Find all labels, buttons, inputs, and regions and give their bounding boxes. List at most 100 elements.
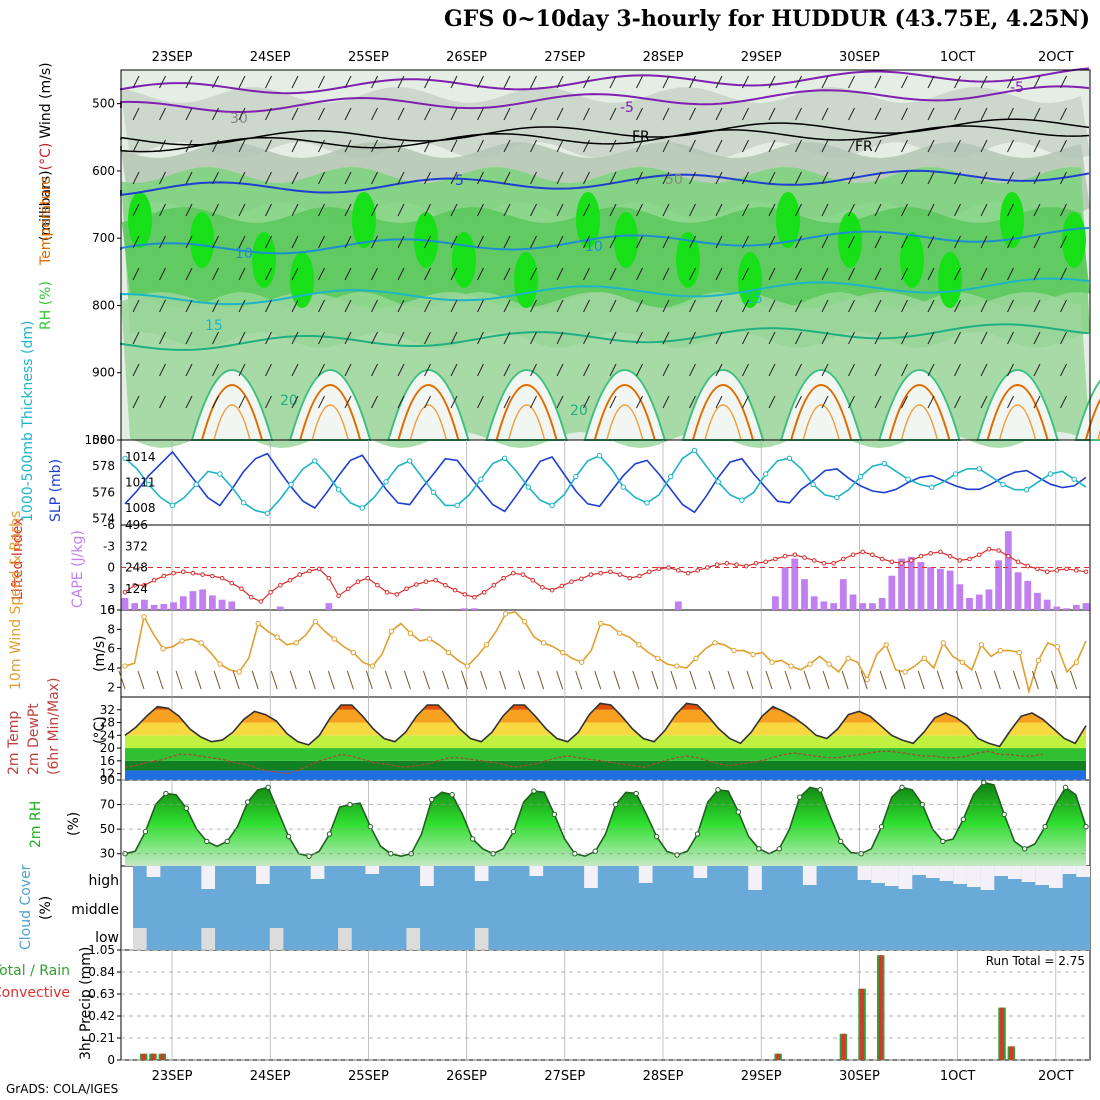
lifted-index-point [899,560,904,566]
contour-label: 15 [745,291,763,307]
cape-bar [869,603,876,610]
wind-barb [821,139,829,153]
wind-barb [424,139,431,153]
wind-barb [403,670,411,690]
wind-barb [980,203,988,217]
convective-bar [841,1033,846,1060]
cape-bar [966,598,973,610]
lifted-index-point [443,582,448,588]
cloud-level-label: middle [71,902,119,918]
wind-barb [118,670,126,690]
y-tick-label: 2 [107,680,115,694]
lifted-index-point [491,582,497,588]
lifted-index-point [161,573,167,579]
temperature-contour [201,384,263,441]
wind-barb [212,299,219,313]
wind-barb [901,139,908,153]
temperature-contour [409,404,448,441]
wind-barb [344,107,352,121]
wind-barb [318,235,325,249]
wind-barb [232,670,240,690]
cloud-gap-high [884,866,899,886]
wind-barb [1033,267,1041,281]
isotherm-line [120,169,1090,197]
lifted-index-point [316,566,322,572]
temp-unit: (°C) [92,716,108,744]
thickness-line-point [312,458,318,464]
rh2m-unit: (%) [66,812,82,836]
y-tick-label: 1000 [84,433,115,447]
lifted-index-point [142,582,147,588]
wind-barb [450,395,458,409]
lifted-index-point [278,582,283,588]
wind-speed-line-point [445,649,452,656]
wind-barb [879,670,887,690]
wind-barb [1007,299,1014,313]
wind-barb [609,107,617,121]
wind-barb [583,331,590,345]
thickness-line-point [691,447,698,454]
wind-barb [291,203,299,217]
temperature-contour [900,404,939,441]
wind-barb [715,299,723,313]
wind-barb [742,171,749,185]
wind-barb [530,139,537,153]
panel-frame [120,949,1091,1061]
wind-barb [238,395,246,409]
lifted-index-point [986,546,992,552]
wind-barb [609,395,617,409]
wind-barb [212,395,219,409]
wind-barb [397,235,405,249]
wind-barb [662,139,670,153]
convective-bar [776,1053,780,1060]
lifted-index-point [258,599,264,604]
wind-barb [291,299,299,313]
lifted-index-point [375,582,380,588]
wind-barb [238,235,246,249]
thickness-line-point [573,473,579,480]
rh2m-label: 2m RH [28,801,44,848]
wind-barb [265,331,272,345]
thickness-line-point [193,481,199,488]
wind-speed-line-point [693,655,699,662]
wind-barb [344,171,352,185]
cape-bar [888,575,896,610]
lifted-index-point [404,586,409,592]
cape-bar [674,601,682,610]
wind-barb [1033,107,1041,121]
cloud-gap-high [912,866,926,875]
wind-barb [768,363,776,377]
lifted-index-point [743,563,749,569]
run-total: Run Total = 2.75 [986,954,1085,968]
wind-barb [609,75,617,89]
cape-bar [228,601,236,610]
wind-barb [1007,203,1014,217]
wind-barb [450,107,458,121]
wind-barb [291,75,299,89]
lifted-index-point [569,579,574,584]
lifted-index-point [705,565,710,570]
thickness-line-point [240,500,247,506]
wind-speed-line-point [407,630,414,636]
wind-barb [371,171,378,185]
lifted-index-point [345,586,351,592]
wind-barb [185,235,193,249]
wind-barb [371,75,378,89]
wind-barb [1070,670,1077,690]
wind-barb [795,107,802,121]
wind-barb [424,363,431,377]
thickness-line-point [122,455,128,462]
wind-barb [530,171,537,185]
wind-barb [318,395,325,409]
thickness-line-point [620,484,626,490]
date-label-bottom: 29SEP [741,1069,782,1084]
slp-label: SLP (mb) [48,459,64,522]
wind-barb [768,235,776,249]
wind-barb [238,107,246,121]
cloud-gap-high [693,866,708,878]
wind-barb [583,395,590,409]
temperature-contour [998,404,1037,441]
wind-barb [689,235,696,249]
wind-barb [397,139,405,153]
wind-barb [185,331,193,345]
